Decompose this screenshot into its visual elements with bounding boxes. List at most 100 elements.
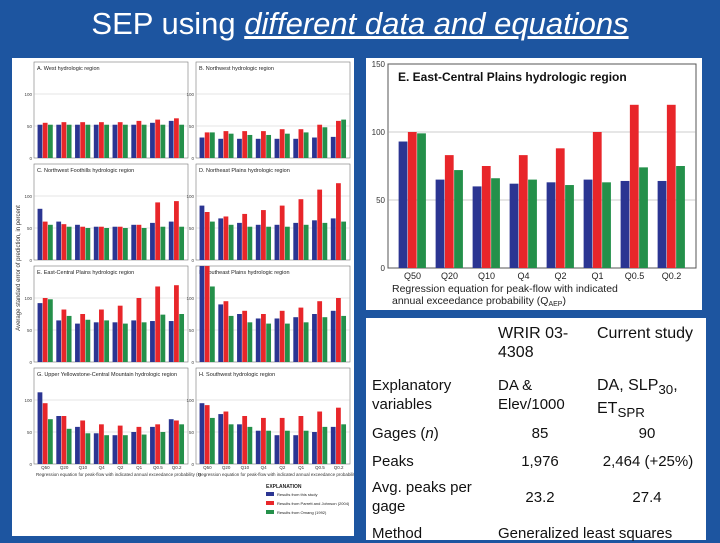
panel-bar bbox=[93, 433, 99, 464]
panel-bar bbox=[160, 124, 166, 158]
panel-bar bbox=[179, 124, 185, 158]
panel-bar bbox=[93, 226, 99, 260]
panel-bar bbox=[261, 131, 266, 158]
panel-y-tick: 50 bbox=[189, 430, 195, 435]
panel-bar bbox=[131, 432, 137, 464]
panel-bar bbox=[150, 321, 155, 362]
bar-Q2-series-3 bbox=[565, 185, 574, 268]
bar-Q4-series-3 bbox=[528, 179, 537, 268]
panel-y-tick: 0 bbox=[29, 360, 32, 365]
row-value-current-avg-peaks: 27.4 bbox=[632, 489, 662, 506]
panel-bar bbox=[322, 317, 328, 362]
x-axis-label-line2: annual exceedance probability (Q bbox=[392, 295, 548, 307]
panel-bar bbox=[204, 212, 210, 260]
panel-bar bbox=[242, 310, 248, 362]
panel-y-tick: 50 bbox=[27, 328, 33, 333]
x-tick-label: Q2 bbox=[554, 271, 566, 281]
x-tick-label: Q0.5 bbox=[625, 271, 645, 281]
panel-bar bbox=[47, 419, 53, 464]
row-value-method: Generalized least squares bbox=[498, 525, 673, 542]
row-value-current-explanatory: DA, SLP30, ETSPR bbox=[597, 376, 705, 422]
panel-bar bbox=[242, 213, 248, 260]
panel-x-tick: Q20 bbox=[222, 465, 231, 470]
panel-bar bbox=[122, 124, 128, 158]
panel-bar bbox=[160, 432, 166, 464]
panel-x-tick: Q2 bbox=[279, 465, 286, 470]
panel-bar bbox=[122, 435, 128, 464]
panel-y-tick: 0 bbox=[29, 258, 32, 263]
panel-bar bbox=[204, 405, 210, 464]
bar-Q1-series-2 bbox=[592, 132, 602, 268]
panel-bar bbox=[150, 222, 155, 260]
panel-bar bbox=[42, 403, 48, 464]
panel-bar bbox=[56, 416, 62, 464]
panel-bar bbox=[279, 417, 285, 464]
panel-bar bbox=[209, 132, 215, 158]
x-tick-label: Q1 bbox=[591, 271, 603, 281]
small-multiples-figure: Average standard error of prediction, in… bbox=[12, 58, 364, 536]
panel-bar bbox=[274, 435, 280, 464]
panel-bar bbox=[223, 301, 229, 362]
panel-bar bbox=[37, 208, 43, 260]
panel-bar bbox=[168, 419, 174, 464]
panel-bar bbox=[317, 124, 323, 158]
panel-bar bbox=[112, 124, 118, 158]
panel-x-tick: Q20 bbox=[60, 465, 69, 470]
panel-bar bbox=[155, 424, 161, 464]
panel-bar bbox=[37, 392, 43, 464]
panel-bar bbox=[85, 433, 91, 464]
panel-bar bbox=[104, 124, 110, 158]
panel-y-tick: 100 bbox=[24, 296, 32, 301]
panel-bar bbox=[117, 305, 123, 362]
panel-bar bbox=[228, 133, 234, 158]
panel-bar bbox=[303, 224, 309, 260]
x-tick-label: Q4 bbox=[517, 271, 529, 281]
panel-bar bbox=[85, 319, 91, 362]
panel-bar bbox=[303, 322, 309, 362]
bar-Q4-series-1 bbox=[509, 183, 519, 268]
panel-y-tick: 0 bbox=[191, 360, 194, 365]
panel-bar bbox=[322, 222, 328, 260]
panel-bar bbox=[274, 318, 280, 362]
panel-y-tick: 0 bbox=[191, 462, 194, 467]
legend-title: EXPLANATION bbox=[266, 484, 302, 490]
row-label-peaks: Peaks bbox=[372, 453, 414, 470]
bar-Q10-series-3 bbox=[491, 178, 500, 268]
panel-bar bbox=[42, 298, 48, 362]
panel-bar bbox=[136, 298, 142, 362]
explanatory-sub-2: SPR bbox=[617, 405, 645, 421]
panel-bar bbox=[330, 426, 336, 464]
bar-Q0.5-series-1 bbox=[620, 180, 630, 268]
panel-bar bbox=[223, 411, 229, 464]
panel-x-tick: Q0.5 bbox=[315, 465, 325, 470]
explanatory-var-2: , ET bbox=[597, 377, 678, 418]
panel-bar bbox=[247, 322, 253, 362]
panel-bar bbox=[37, 124, 43, 158]
panel-bar bbox=[80, 226, 86, 260]
bar-Q20-series-3 bbox=[454, 170, 463, 268]
panel-bar bbox=[42, 122, 48, 158]
panel-bar bbox=[168, 120, 174, 158]
panel-bar bbox=[66, 124, 72, 158]
panel-bar bbox=[298, 199, 304, 260]
explanatory-var-1: DA, SLP bbox=[597, 377, 659, 394]
y-tick-label: 150 bbox=[372, 60, 386, 69]
row-value-wrir-avg-peaks: 23.2 bbox=[525, 489, 555, 506]
panel-bar bbox=[237, 314, 242, 362]
panel-x-tick: Q50 bbox=[41, 465, 50, 470]
panel-bar bbox=[47, 224, 53, 260]
panel-bar bbox=[223, 216, 229, 260]
panel-bar bbox=[150, 122, 155, 158]
panel-bar bbox=[341, 315, 347, 362]
panel-bar bbox=[284, 133, 290, 158]
panel-bar bbox=[293, 138, 299, 158]
panel-bar bbox=[199, 266, 205, 362]
legend-label: Results from this study bbox=[277, 492, 317, 497]
x-tick-label: Q50 bbox=[404, 271, 421, 281]
right-x-axis-label: Regression equation for peak-flow with i… bbox=[198, 472, 354, 477]
bar-Q0.2-series-1 bbox=[657, 180, 667, 268]
panel-label: A. West hydrologic region bbox=[37, 66, 100, 72]
panel-bar bbox=[47, 299, 53, 362]
panel-bar bbox=[322, 127, 328, 158]
panel-bar bbox=[199, 403, 205, 464]
